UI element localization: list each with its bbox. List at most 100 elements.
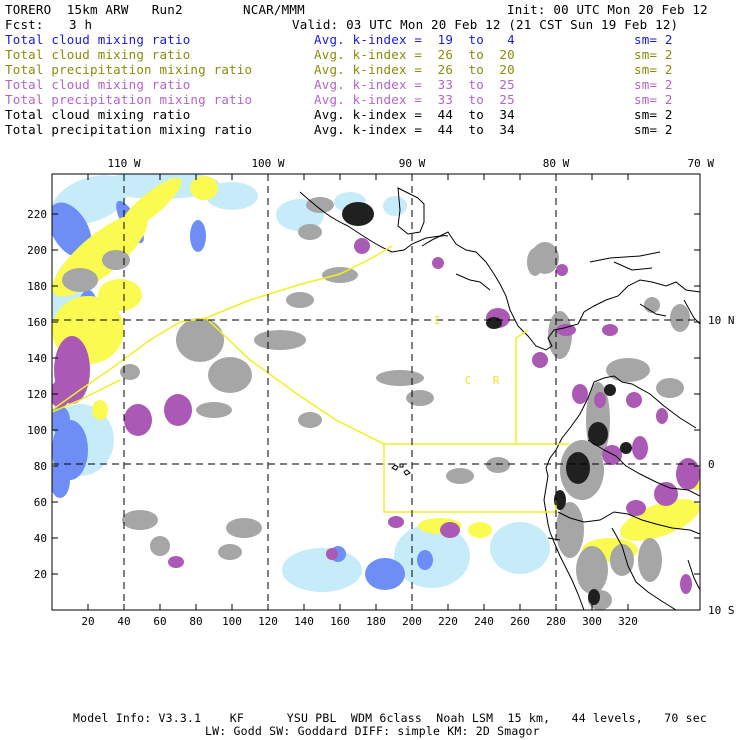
purple-field-24: [626, 392, 642, 408]
region-label-1: C: [465, 374, 472, 387]
black-field-6: [588, 589, 600, 605]
left-label-7: 80: [34, 460, 47, 473]
bottom-label-6: 140: [294, 615, 314, 628]
init-time: Init: 00 UTC Mon 20 Feb 12: [507, 2, 708, 17]
bottom-label-12: 260: [510, 615, 530, 628]
purple-field-16: [676, 458, 700, 490]
legend-name-6: Total precipitation mixing ratio: [5, 122, 253, 137]
gray-field-26: [610, 544, 634, 576]
left-label-8: 60: [34, 496, 47, 509]
gray-field-8: [196, 402, 232, 418]
bottom-label-9: 200: [402, 615, 422, 628]
axis-ticks: [52, 174, 700, 610]
gray-field-30: [670, 304, 690, 332]
valid-time: Valid: 03 UTC Mon 20 Feb 12 (21 CST Sun …: [292, 17, 679, 32]
purple-field-17: [440, 522, 460, 538]
gray-field-17: [486, 457, 510, 473]
gray-field-19: [527, 248, 543, 276]
legend-sm-2: sm= 2: [634, 62, 673, 77]
purple-field-10: [594, 392, 606, 408]
legend-k-1: Avg. k-index = 26 to 20: [314, 47, 515, 62]
blue-field-9: [52, 462, 70, 498]
left-label-1: 200: [27, 244, 47, 257]
legend-sm-1: sm= 2: [634, 47, 673, 62]
purple-field-12: [632, 436, 648, 460]
bottom-label-1: 40: [117, 615, 130, 628]
left-label-5: 120: [27, 388, 47, 401]
blue-field-6: [417, 550, 433, 570]
gray-field-16: [446, 468, 474, 484]
black-field-4: [554, 490, 566, 510]
blue-field-5: [365, 558, 405, 590]
legend-name-2: Total precipitation mixing ratio: [5, 62, 253, 77]
legend-name-0: Total cloud mixing ratio: [5, 32, 191, 47]
gray-field-1: [208, 357, 252, 393]
purple-field-8: [556, 264, 568, 276]
black-field-0: [342, 202, 374, 226]
lat-lon-grid: [52, 174, 700, 610]
left-label-10: 20: [34, 568, 47, 581]
model-physics: LW: Godd SW: Goddard DIFF: simple KM: 2D…: [205, 724, 540, 738]
gray-field-2: [254, 330, 306, 350]
purple-field-15: [654, 482, 678, 506]
purple-field-7: [532, 352, 548, 368]
gray-field-12: [226, 518, 262, 538]
forecast-label: Fcst:: [5, 17, 44, 32]
lightblue-field-2: [206, 182, 258, 210]
gray-field-32: [298, 224, 322, 240]
gray-field-0: [176, 318, 224, 362]
bottom-label-7: 160: [330, 615, 350, 628]
axis-labels: 20 40 60 80 100 120 140 160 180 200 220 240 260 280 30…: [27, 157, 734, 628]
legend-sm-3: sm= 2: [634, 77, 673, 92]
purple-field-3: [164, 394, 192, 426]
legend-sm-5: sm= 2: [634, 107, 673, 122]
model-title: TORERO 15km ARW Run2: [5, 2, 183, 17]
blue-field-0: [52, 202, 92, 258]
black-field-2: [588, 422, 608, 446]
gray-field-9: [298, 412, 322, 428]
lightblue-field-4: [282, 548, 362, 592]
legend-sm-4: sm= 2: [634, 92, 673, 107]
legend-name-3: Total cloud mixing ratio: [5, 77, 191, 92]
black-field-1: [486, 317, 502, 329]
purple-field-9: [602, 324, 618, 336]
legend-sm-6: sm= 2: [634, 122, 673, 137]
purple-field-23: [556, 324, 576, 336]
region-label-0: I: [434, 314, 441, 327]
yellow-field-1: [118, 177, 182, 233]
org-label: NCAR/MMM: [243, 2, 305, 17]
gray-field-29: [656, 378, 684, 398]
gray-field-5: [306, 197, 334, 213]
purple-field-21: [572, 384, 588, 404]
gray-field-14: [122, 510, 158, 530]
purple-field-18: [326, 548, 338, 560]
left-label-6: 100: [27, 424, 47, 437]
bottom-label-3: 80: [189, 615, 202, 628]
yellow-field-6: [620, 499, 700, 541]
bottom-label-10: 220: [438, 615, 458, 628]
lat-label-0: 10 N: [708, 314, 735, 327]
bottom-label-11: 240: [474, 615, 494, 628]
purple-field-19: [168, 556, 184, 568]
coastlines: [299, 187, 700, 610]
bottom-label-5: 120: [258, 615, 278, 628]
left-label-2: 180: [27, 280, 47, 293]
lon-label-4: 70 W: [688, 157, 715, 170]
purple-field-14: [626, 500, 646, 516]
bottom-label-13: 280: [546, 615, 566, 628]
lon-label-2: 90 W: [399, 157, 426, 170]
model-info: Model Info: V3.3.1 KF YSU PBL WDM 6class…: [73, 711, 707, 725]
region-boundaries: [52, 245, 570, 513]
yellow-field-5: [92, 400, 108, 420]
region-label-2: R: [493, 374, 500, 387]
purple-field-13: [656, 408, 668, 424]
purple-field-20: [388, 516, 404, 528]
black-field-5: [620, 442, 632, 454]
purple-field-5: [432, 257, 444, 269]
legend-k-4: Avg. k-index = 33 to 25: [314, 92, 515, 107]
legend-name-1: Total cloud mixing ratio: [5, 47, 191, 62]
lat-label-1: 0: [708, 458, 715, 471]
purple-field-4: [354, 238, 370, 254]
legend-sm-0: sm= 2: [634, 32, 673, 47]
black-field-3: [566, 452, 590, 484]
